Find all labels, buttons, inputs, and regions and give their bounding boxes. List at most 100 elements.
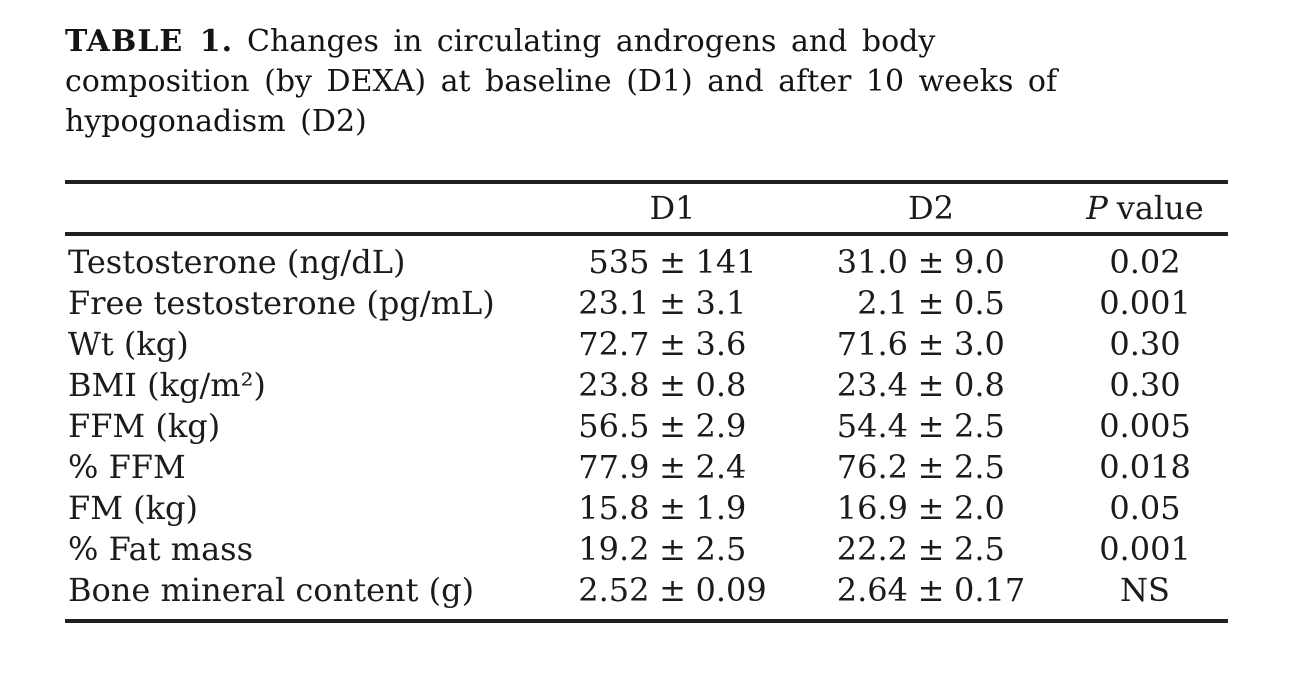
plus-minus-icon: ±	[917, 366, 945, 404]
d1-cell: 77.9 ± 2.4	[545, 447, 800, 488]
row-label: FFM (kg)	[68, 407, 221, 445]
d2-mean: 76.2	[836, 448, 908, 486]
row-label: Bone mineral content (g)	[68, 571, 475, 609]
plus-minus-icon: ±	[659, 448, 686, 486]
table-row-fm: FM (kg) 15.8 ± 1.9 16.9 ± 2.0 0.05	[65, 488, 1228, 529]
caption-line-2: composition (by DEXA) at baseline (D1) a…	[65, 64, 1058, 99]
table-body: Testosterone (ng/dL) 535 ± 141 31.0 ± 9.…	[65, 236, 1228, 619]
d2-cell: 23.4 ± 0.8	[800, 365, 1062, 406]
header-p-word: value	[1116, 189, 1204, 227]
d2-cell: 71.6 ± 3.0	[800, 324, 1062, 365]
d1-sd: 3.1	[695, 284, 747, 322]
d2-sd: 0.8	[954, 366, 1005, 404]
table-row-testosterone: Testosterone (ng/dL) 535 ± 141 31.0 ± 9.…	[65, 242, 1228, 283]
d2-sd: 2.5	[954, 448, 1005, 486]
p-value-cell: 0.02	[1109, 243, 1181, 281]
table-row-pct-fat-mass: % Fat mass 19.2 ± 2.5 22.2 ± 2.5 0.001	[65, 529, 1228, 570]
d1-cell: 72.7 ± 3.6	[545, 324, 800, 365]
d2-mean: 16.9	[836, 489, 908, 527]
row-label: Testosterone (ng/dL)	[68, 243, 406, 281]
p-value-cell: NS	[1120, 571, 1170, 609]
d1-cell: 23.1 ± 3.1	[545, 283, 800, 324]
d2-sd: 2.0	[954, 489, 1005, 527]
d1-mean: 72.7	[578, 325, 650, 363]
d1-sd: 2.4	[695, 448, 747, 486]
p-value-cell: 0.001	[1099, 530, 1191, 568]
d2-mean: 71.6	[836, 325, 908, 363]
row-label: FM (kg)	[68, 489, 198, 527]
caption-text-1: Changes in circulating androgens and bod…	[247, 24, 936, 59]
table-number-label: TABLE 1.	[65, 24, 234, 59]
table-row-wt: Wt (kg) 72.7 ± 3.6 71.6 ± 3.0 0.30	[65, 324, 1228, 365]
d2-cell: 76.2 ± 2.5	[800, 447, 1062, 488]
d1-mean: 19.2	[578, 530, 650, 568]
d2-mean: 23.4	[836, 366, 908, 404]
row-label: Wt (kg)	[68, 325, 189, 363]
plus-minus-icon: ±	[659, 325, 686, 363]
caption-line-1: TABLE 1. Changes in circulating androgens…	[65, 22, 1228, 62]
plus-minus-icon: ±	[659, 366, 686, 404]
d1-sd: 141	[695, 243, 757, 281]
p-value-cell: 0.001	[1099, 284, 1191, 322]
plus-minus-icon: ±	[659, 571, 686, 609]
d2-cell: 2.1 ± 0.5	[800, 283, 1062, 324]
p-value-cell: 0.05	[1109, 489, 1181, 527]
d2-cell: 31.0 ± 9.0	[800, 242, 1062, 283]
d2-mean: 54.4	[836, 407, 908, 445]
header-p-symbol: P	[1086, 189, 1108, 227]
caption-line-3: hypogonadism (D2)	[65, 104, 367, 139]
plus-minus-icon: ±	[917, 571, 945, 609]
d1-sd: 0.09	[695, 571, 767, 609]
d2-sd: 2.5	[954, 407, 1005, 445]
d1-mean: 15.8	[578, 489, 650, 527]
d1-mean: 23.1	[578, 284, 650, 322]
p-value-cell: 0.018	[1099, 448, 1191, 486]
plus-minus-icon: ±	[917, 407, 945, 445]
d2-cell: 22.2 ± 2.5	[800, 529, 1062, 570]
plus-minus-icon: ±	[659, 530, 686, 568]
d1-sd: 0.8	[695, 366, 747, 404]
plus-minus-icon: ±	[917, 325, 945, 363]
plus-minus-icon: ±	[659, 407, 686, 445]
d1-mean: 56.5	[578, 407, 650, 445]
row-label: % Fat mass	[68, 530, 253, 568]
plus-minus-icon: ±	[917, 530, 945, 568]
d2-mean: 2.64	[836, 571, 908, 609]
paper-table-figure: TABLE 1. Changes in circulating androgens…	[65, 22, 1228, 623]
d1-sd: 2.5	[695, 530, 747, 568]
table-row-bmi: BMI (kg/m²) 23.8 ± 0.8 23.4 ± 0.8 0.30	[65, 365, 1228, 406]
d2-cell: 54.4 ± 2.5	[800, 406, 1062, 447]
table-row-bone-mineral-content: Bone mineral content (g) 2.52 ± 0.09 2.6…	[65, 570, 1228, 611]
plus-minus-icon: ±	[917, 489, 945, 527]
d1-cell: 19.2 ± 2.5	[545, 529, 800, 570]
plus-minus-icon: ±	[659, 284, 686, 322]
d2-cell: 2.64 ± 0.17	[800, 570, 1062, 611]
d2-sd: 3.0	[954, 325, 1005, 363]
d1-cell: 15.8 ± 1.9	[545, 488, 800, 529]
d1-sd: 1.9	[695, 489, 747, 527]
row-label: BMI (kg/m²)	[68, 366, 266, 404]
d1-mean: 23.8	[578, 366, 650, 404]
d1-sd: 2.9	[695, 407, 747, 445]
header-d1: D1	[649, 189, 696, 227]
plus-minus-icon: ±	[917, 243, 945, 281]
d1-mean: 535	[588, 243, 650, 281]
p-value-cell: 0.30	[1109, 325, 1181, 363]
table-row-free-testosterone: Free testosterone (pg/mL) 23.1 ± 3.1 2.1…	[65, 283, 1228, 324]
d1-mean: 77.9	[578, 448, 650, 486]
d2-sd: 0.17	[954, 571, 1026, 609]
row-label: Free testosterone (pg/mL)	[68, 284, 495, 322]
d2-sd: 2.5	[954, 530, 1005, 568]
d2-sd: 0.5	[954, 284, 1005, 322]
table-row-pct-ffm: % FFM 77.9 ± 2.4 76.2 ± 2.5 0.018	[65, 447, 1228, 488]
table-caption: TABLE 1. Changes in circulating androgens…	[65, 22, 1228, 142]
d1-sd: 3.6	[695, 325, 747, 363]
plus-minus-icon: ±	[917, 448, 945, 486]
p-value-cell: 0.005	[1099, 407, 1191, 445]
d1-cell: 535 ± 141	[545, 242, 800, 283]
d1-mean: 2.52	[578, 571, 650, 609]
d2-mean: 2.1	[857, 284, 908, 322]
